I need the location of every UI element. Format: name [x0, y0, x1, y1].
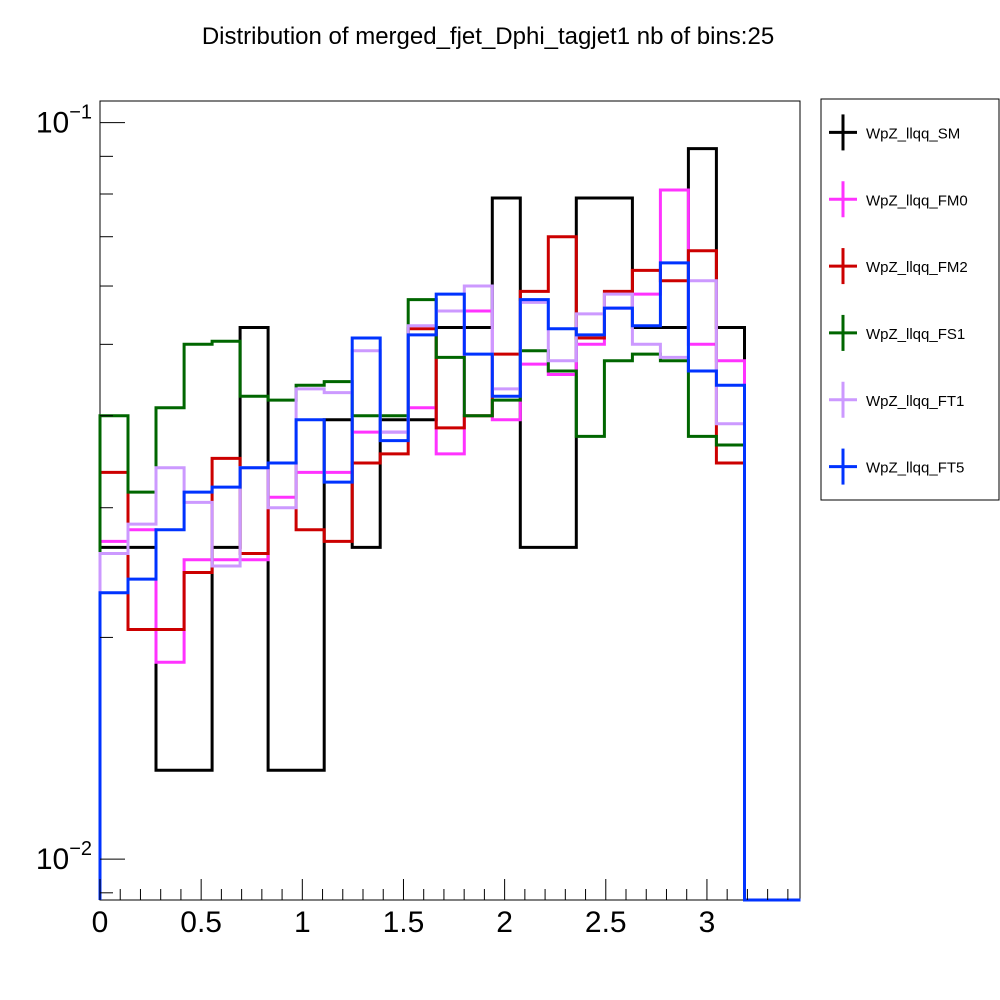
legend-label: WpZ_llqq_FS1	[866, 326, 965, 343]
y-tick-label: 10−1	[36, 102, 92, 140]
chart-title: Distribution of merged_fjet_Dphi_tagjet1…	[202, 23, 774, 50]
x-tick-label: 3	[699, 906, 716, 939]
x-tick-label: 1	[294, 906, 311, 939]
legend-box	[820, 98, 1000, 501]
y-tick-label: 10−2	[36, 838, 92, 876]
series-line-WpZ_llqq_FT5	[98, 261, 801, 902]
x-tick-label: 1.5	[383, 906, 425, 939]
legend-label: WpZ_llqq_FM0	[866, 192, 968, 209]
legend-label: WpZ_llqq_FM2	[866, 259, 968, 276]
legend-label: WpZ_llqq_FT1	[866, 393, 964, 410]
x-tick-label: 2.5	[585, 906, 627, 939]
legend-label: WpZ_llqq_SM	[866, 125, 960, 142]
x-tick-label: 0.5	[180, 906, 222, 939]
x-tick-label: 0	[92, 906, 109, 939]
legend-label: WpZ_llqq_FT5	[866, 460, 964, 477]
x-tick-label: 2	[496, 906, 513, 939]
series-line-WpZ_llqq_FS1	[98, 298, 801, 902]
